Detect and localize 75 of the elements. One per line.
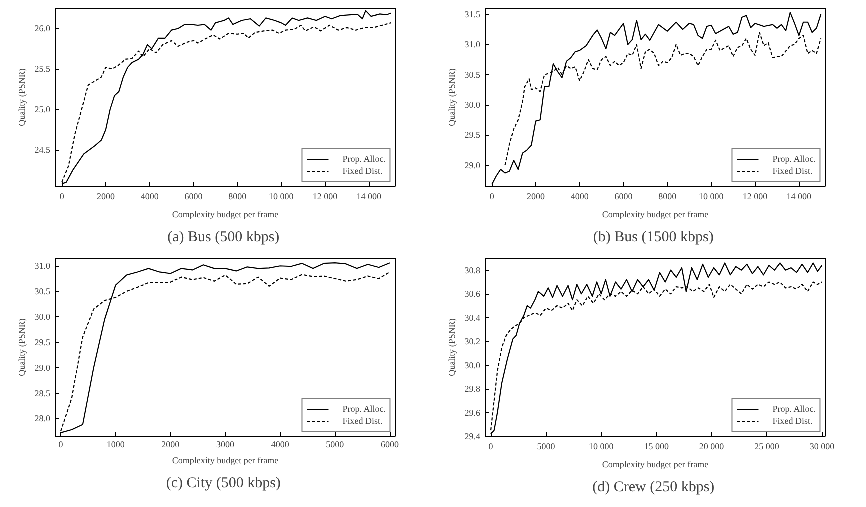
- x-tick-label: 8000: [658, 192, 678, 202]
- legend-label: Fixed Dist.: [772, 166, 813, 176]
- x-tick-label: 15 000: [644, 442, 670, 452]
- x-tick-label: 20 000: [699, 442, 725, 452]
- legend-label: Fixed Dist.: [342, 166, 383, 176]
- y-tick-label: 30.0: [464, 100, 481, 110]
- x-tick-label: 2000: [96, 192, 116, 202]
- x-tick-label: 0: [490, 192, 495, 202]
- x-tick-label: 6000: [184, 192, 204, 202]
- x-tick-label: 12 000: [312, 192, 338, 202]
- y-tick-label: 29.5: [34, 337, 51, 348]
- legend-label: Fixed Dist.: [342, 416, 383, 426]
- y-axis-title: Quality (PSNR): [16, 68, 27, 126]
- y-tick-label: 29.6: [464, 408, 481, 418]
- x-tick-label: 6000: [381, 440, 400, 450]
- text: (d) Crew (250 kbps): [592, 480, 715, 496]
- x-tick-label: 12 000: [742, 192, 768, 202]
- x-axis-title: Complexity budget per frame: [602, 460, 709, 470]
- x-tick-label: 10 000: [699, 192, 724, 202]
- x-tick-label: 25 000: [754, 442, 780, 452]
- y-tick-label: 31.0: [34, 261, 51, 272]
- x-tick-label: 0: [58, 440, 64, 450]
- x-tick-label: 3000: [216, 440, 235, 450]
- y-tick-label: 25.0: [34, 104, 51, 115]
- x-tick-label: 10 000: [589, 442, 614, 452]
- x-tick-label: 2000: [526, 192, 546, 202]
- x-axis-title: Complexity budget per frame: [172, 210, 279, 220]
- x-tick-label: 4000: [271, 440, 290, 450]
- x-tick-label: 8000: [228, 192, 248, 202]
- y-tick-label: 30.4: [464, 312, 481, 323]
- y-tick-label: 29.8: [464, 384, 481, 394]
- y-tick-label: 30.8: [464, 265, 481, 276]
- y-tick-label: 28.5: [34, 388, 51, 398]
- x-tick-label: 1000: [106, 440, 126, 450]
- text: (b) Bus (1500 kbps): [593, 230, 714, 246]
- text: (c) City (500 kbps): [166, 476, 281, 492]
- x-tick-label: 2000: [162, 440, 180, 450]
- y-tick-label: 25.5: [34, 64, 51, 74]
- x-tick-label: 0: [488, 442, 494, 452]
- y-tick-label: 29.4: [464, 432, 481, 442]
- y-tick-label: 31.5: [464, 10, 481, 20]
- x-tick-label: 4000: [140, 192, 160, 202]
- y-tick-label: 30.0: [34, 312, 51, 322]
- x-tick-label: 4000: [570, 192, 590, 202]
- y-tick-label: 29.5: [464, 130, 481, 140]
- y-axis-title: Quality (PSNR): [446, 318, 457, 376]
- y-tick-label: 31.0: [464, 40, 481, 50]
- x-axis-title: Complexity budget per frame: [172, 456, 279, 466]
- y-tick-label: 24.5: [34, 145, 51, 156]
- legend-label: Prop. Alloc.: [772, 154, 816, 164]
- legend-label: Prop. Alloc.: [342, 154, 386, 164]
- x-tick-label: 5000: [537, 442, 556, 452]
- x-tick-label: 14 000: [786, 192, 812, 202]
- y-tick-label: 26.0: [34, 24, 51, 34]
- x-tick-label: 14 000: [356, 192, 382, 202]
- text: (a) Bus (500 kbps): [168, 230, 280, 246]
- legend-label: Prop. Alloc.: [772, 404, 816, 414]
- x-tick-label: 5000: [326, 440, 345, 450]
- y-axis-title: Quality (PSNR): [16, 318, 27, 376]
- legend-label: Fixed Dist.: [772, 416, 813, 426]
- y-axis-title: Quality (PSNR): [446, 68, 457, 126]
- x-tick-label: 30 000: [810, 442, 836, 452]
- y-tick-label: 30.6: [464, 289, 481, 300]
- y-tick-label: 30.5: [34, 286, 51, 297]
- y-tick-label: 29.0: [34, 362, 51, 373]
- x-tick-label: 10 000: [269, 192, 294, 202]
- x-tick-label: 6000: [614, 192, 634, 202]
- y-tick-label: 30.2: [464, 336, 480, 347]
- y-tick-label: 28.0: [34, 414, 51, 424]
- y-tick-label: 29.0: [464, 160, 481, 170]
- y-tick-label: 30.0: [464, 360, 481, 370]
- x-axis-title: Complexity budget per frame: [602, 210, 709, 220]
- x-tick-label: 0: [60, 192, 65, 202]
- legend-label: Prop. Alloc.: [342, 404, 386, 414]
- y-tick-label: 30.5: [464, 70, 481, 80]
